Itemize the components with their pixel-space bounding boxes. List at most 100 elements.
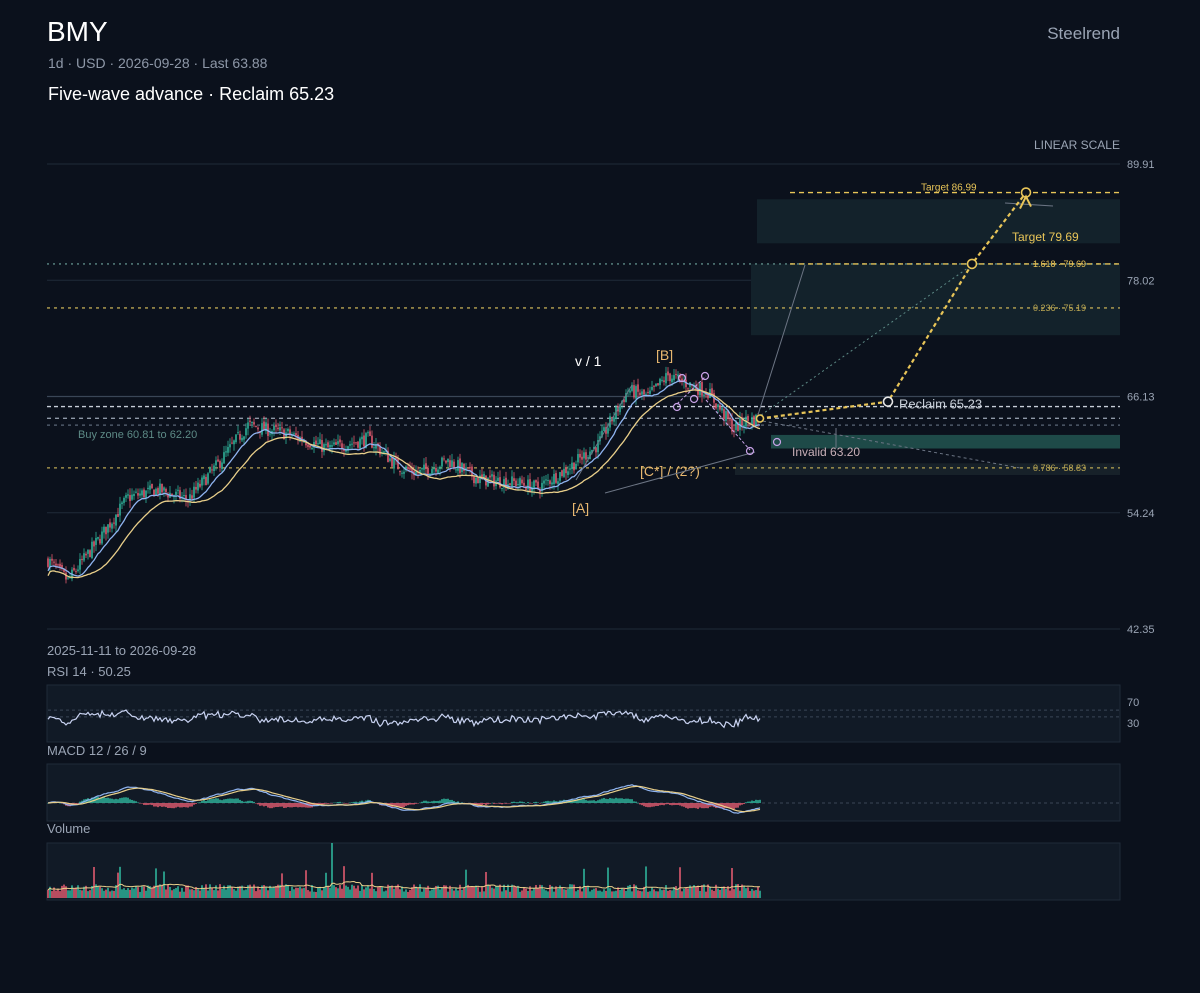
macd-histogram-bar (499, 803, 501, 804)
candle (625, 393, 627, 403)
setup-title: Five-wave advance · Reclaim 65.23 (48, 84, 335, 104)
macd-histogram-bar (247, 800, 249, 803)
volume-bar (543, 889, 545, 898)
symbol-title: BMY (47, 16, 108, 47)
macd-histogram-bar (483, 803, 485, 805)
candle (261, 423, 263, 435)
volume-bar (285, 884, 287, 898)
candle (133, 493, 135, 497)
macd-histogram-bar (621, 798, 623, 803)
volume-bar (499, 884, 501, 898)
candle (715, 403, 717, 409)
macd-histogram-bar (393, 803, 395, 807)
volume-bar (667, 890, 669, 898)
candle (665, 373, 667, 384)
macd-histogram-bar (395, 803, 397, 807)
volume-bar (681, 891, 683, 898)
macd-histogram-bar (509, 803, 511, 804)
macd-histogram-bar (443, 798, 445, 803)
candle (319, 439, 321, 445)
volume-bar (233, 889, 235, 898)
macd-histogram-bar (667, 803, 669, 805)
volume-bar (205, 884, 207, 898)
candle (397, 458, 399, 470)
macd-histogram-bar (729, 803, 731, 808)
macd-histogram-bar (267, 803, 269, 808)
wave-channel-line (604, 451, 756, 494)
volume-bar (519, 891, 521, 898)
candle (569, 468, 571, 470)
volume-bar (227, 885, 229, 898)
candle (657, 383, 659, 386)
volume-bar (351, 884, 353, 898)
candle (415, 471, 417, 475)
volume-bar (259, 889, 261, 898)
volume-bar (361, 884, 363, 898)
candle (241, 437, 243, 441)
volume-bar (119, 866, 121, 898)
volume-bar (289, 890, 291, 898)
volume-bar (101, 888, 103, 898)
candle (539, 490, 541, 493)
candle (593, 446, 595, 450)
volume-bar (125, 889, 127, 898)
candle (441, 457, 443, 467)
volume-bar (425, 887, 427, 898)
volume-bar (677, 889, 679, 898)
macd-histogram-bar (461, 802, 463, 803)
macd-histogram-bar (121, 797, 123, 803)
volume-bar (301, 888, 303, 898)
macd-histogram-bar (279, 803, 281, 807)
candle (369, 431, 371, 437)
volume-bar (537, 887, 539, 898)
candle (325, 444, 327, 446)
candle (529, 479, 531, 492)
volume-bar (563, 889, 565, 898)
pivot-marker (677, 373, 687, 383)
candle (89, 550, 91, 557)
volume-bar (67, 890, 69, 898)
volume-bar (531, 890, 533, 898)
candle (357, 441, 359, 448)
candle (453, 461, 455, 468)
macd-histogram-bar (537, 802, 539, 803)
macd-histogram-bar (161, 803, 163, 807)
candle (571, 462, 573, 469)
candle (115, 514, 117, 526)
volume-bar (277, 884, 279, 898)
volume-bar (523, 887, 525, 898)
macd-histogram-bar (333, 802, 335, 804)
macd-histogram-bar (695, 803, 697, 809)
rsi-label: RSI 14 · 50.25 (47, 664, 131, 679)
macd-histogram-bar (283, 803, 285, 808)
macd-histogram-bar (531, 803, 533, 804)
candle (427, 468, 429, 475)
macd-histogram-bar (489, 803, 491, 804)
macd-histogram-bar (603, 797, 605, 803)
macd-histogram-bar (513, 801, 515, 803)
candle (67, 577, 69, 579)
macd-histogram-bar (195, 803, 197, 804)
volume-bar (455, 888, 457, 898)
volume-bar (727, 886, 729, 898)
volume-bar (461, 889, 463, 898)
macd-histogram-bar (185, 803, 187, 808)
volume-bar (421, 891, 423, 898)
candle (437, 469, 439, 474)
macd-histogram-bar (599, 799, 601, 803)
macd-histogram-bar (573, 800, 575, 803)
candle (711, 388, 713, 395)
candle (149, 485, 151, 490)
candle (363, 435, 365, 447)
volume-bar (201, 885, 203, 898)
candle (717, 404, 719, 408)
macd-histogram-bar (113, 799, 115, 803)
volume-bar (517, 885, 519, 898)
macd-histogram-bar (189, 803, 191, 807)
volume-bar (557, 888, 559, 898)
volume-bar (743, 886, 745, 898)
volume-bar (587, 885, 589, 898)
macd-histogram-bar (215, 798, 217, 803)
volume-bar (715, 884, 717, 898)
candle (47, 558, 49, 567)
